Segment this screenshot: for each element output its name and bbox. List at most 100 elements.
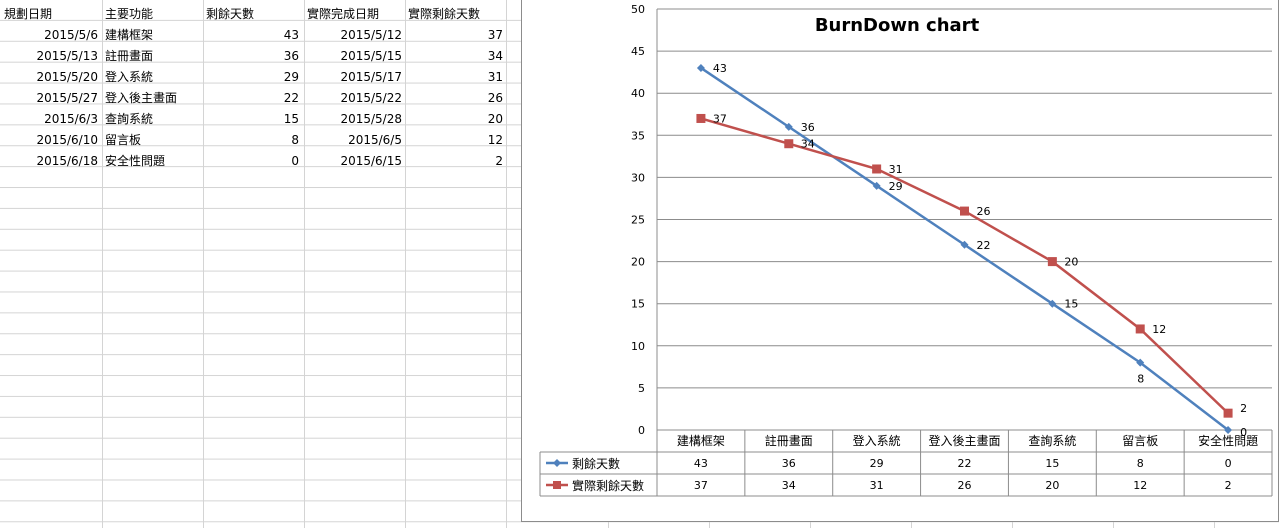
cell-remaining-days[interactable]: 22	[283, 91, 299, 105]
cell-feature[interactable]: 登入系統	[105, 70, 154, 84]
data-point	[784, 122, 793, 131]
data-label: 36	[801, 121, 815, 134]
cell-actual-remaining[interactable]: 26	[487, 91, 503, 105]
cell-actual-date[interactable]: 2015/6/15	[340, 154, 402, 168]
data-label: 20	[1064, 256, 1078, 269]
y-tick-label: 30	[631, 171, 645, 184]
category-label: 留言板	[1122, 434, 1158, 448]
y-tick-label: 0	[638, 424, 645, 437]
column-divider	[304, 0, 305, 528]
data-point	[872, 181, 881, 190]
y-tick-label: 40	[631, 87, 645, 100]
y-tick-label: 15	[631, 298, 645, 311]
cell-feature[interactable]: 安全性問題	[105, 154, 166, 168]
cell-plan-date[interactable]: 2015/6/18	[36, 154, 98, 168]
cell-remaining-days[interactable]: 8	[291, 133, 299, 147]
cell-actual-date[interactable]: 2015/5/22	[340, 91, 402, 105]
cell-actual-remaining[interactable]: 2	[495, 154, 503, 168]
column-divider	[405, 0, 406, 528]
legend-series-name: 實際剩餘天數	[572, 478, 644, 493]
table-value: 8	[1137, 457, 1144, 470]
table-value: 12	[1133, 479, 1147, 492]
header-cell-remaining-days[interactable]: 剩餘天數	[206, 7, 255, 21]
cell-feature[interactable]: 留言板	[105, 133, 142, 147]
cell-feature[interactable]: 登入後主畫面	[105, 91, 178, 105]
burndown-chart[interactable]: BurnDown chart 0 5 10 15 20 25 30 35 40 45 50 建構框架…	[521, 0, 1279, 522]
cell-actual-date[interactable]: 2015/5/15	[340, 49, 402, 63]
data-point	[872, 164, 882, 174]
category-label: 建構框架	[677, 434, 725, 448]
legend-key-marker	[553, 459, 561, 467]
legend-series-name: 剩餘天數	[572, 456, 620, 471]
cell-actual-date[interactable]: 2015/5/12	[340, 28, 402, 42]
cell-plan-date[interactable]: 2015/5/13	[36, 49, 98, 63]
cell-plan-date[interactable]: 2015/5/6	[44, 28, 98, 42]
table-value: 37	[694, 479, 708, 492]
data-point	[1047, 257, 1057, 267]
cell-remaining-days[interactable]: 36	[283, 49, 299, 63]
cell-remaining-days[interactable]: 43	[283, 28, 299, 42]
series-line	[700, 66, 1229, 431]
data-label: 12	[1152, 323, 1166, 336]
table-value: 43	[694, 457, 708, 470]
cell-actual-date[interactable]: 2015/6/5	[348, 133, 402, 147]
cell-plan-date[interactable]: 2015/6/10	[36, 133, 98, 147]
data-label: 29	[889, 180, 903, 193]
cell-actual-remaining[interactable]: 34	[487, 49, 503, 63]
cell-actual-remaining[interactable]: 37	[487, 28, 503, 42]
cell-remaining-days[interactable]: 0	[291, 154, 299, 168]
data-label: 37	[713, 112, 727, 125]
y-tick-label: 5	[638, 382, 645, 395]
data-point	[696, 113, 706, 123]
table-value: 15	[1045, 457, 1059, 470]
table-value: 0	[1225, 457, 1232, 470]
y-tick-label: 25	[631, 214, 645, 227]
cell-feature[interactable]: 查詢系統	[105, 112, 154, 126]
data-label: 0	[1240, 426, 1247, 439]
data-label: 22	[977, 239, 991, 252]
data-point	[1223, 408, 1233, 418]
data-label: 2	[1240, 402, 1247, 415]
cell-actual-remaining[interactable]: 12	[487, 133, 503, 147]
cell-plan-date[interactable]: 2015/5/27	[36, 91, 98, 105]
category-label: 登入系統	[853, 433, 901, 448]
header-cell-plan-date[interactable]: 規劃日期	[4, 7, 53, 21]
table-value: 2	[1225, 479, 1232, 492]
y-tick-label: 45	[631, 45, 645, 58]
cell-feature[interactable]: 建構框架	[105, 28, 154, 42]
data-point	[696, 63, 705, 72]
data-point	[960, 240, 969, 249]
table-value: 29	[870, 457, 884, 470]
table-value: 26	[958, 479, 972, 492]
cell-remaining-days[interactable]: 29	[283, 70, 299, 84]
cell-actual-date[interactable]: 2015/5/17	[340, 70, 402, 84]
legend-key-marker	[553, 481, 561, 489]
header-cell-actual-date[interactable]: 實際完成日期	[307, 7, 380, 21]
category-label: 查詢系統	[1028, 433, 1076, 448]
column-divider	[506, 0, 507, 528]
data-label: 31	[889, 163, 903, 176]
column-divider	[203, 0, 204, 528]
cell-actual-remaining[interactable]: 20	[487, 112, 503, 126]
data-point	[1135, 324, 1145, 334]
y-tick-label: 50	[631, 3, 645, 16]
category-label: 登入後主畫面	[928, 433, 1000, 448]
y-tick-label: 10	[631, 340, 645, 353]
header-cell-actual-remaining[interactable]: 實際剩餘天數	[408, 7, 481, 21]
data-label: 8	[1137, 373, 1144, 386]
data-label: 15	[1064, 298, 1078, 311]
table-value: 34	[782, 479, 796, 492]
header-cell-feature[interactable]: 主要功能	[105, 7, 154, 21]
cell-plan-date[interactable]: 2015/6/3	[44, 112, 98, 126]
cell-actual-remaining[interactable]: 31	[487, 70, 503, 84]
y-tick-label: 35	[631, 129, 645, 142]
data-point	[784, 139, 794, 149]
cell-feature[interactable]: 註冊畫面	[105, 49, 154, 63]
cell-plan-date[interactable]: 2015/5/20	[36, 70, 98, 84]
table-value: 36	[782, 457, 796, 470]
table-value: 20	[1045, 479, 1059, 492]
cell-actual-date[interactable]: 2015/5/28	[340, 112, 402, 126]
cell-remaining-days[interactable]: 15	[283, 112, 299, 126]
column-divider	[102, 0, 103, 528]
data-label: 43	[713, 62, 727, 75]
